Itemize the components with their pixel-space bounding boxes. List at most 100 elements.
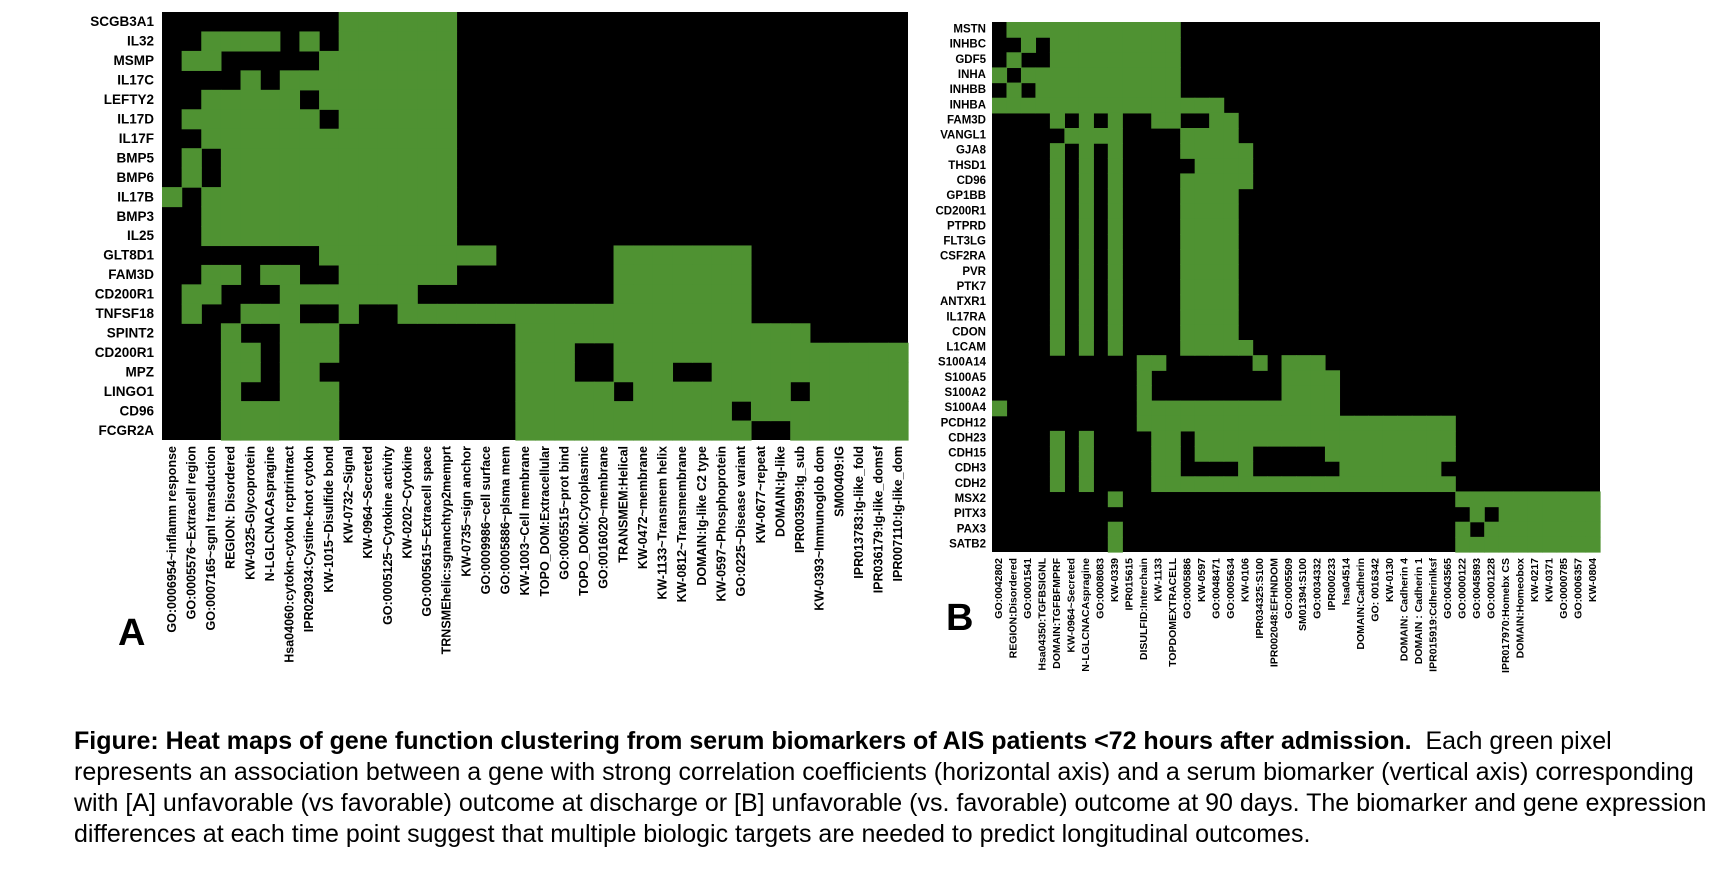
heatmap-cell	[1107, 112, 1123, 129]
x-axis-label: GO: 0016342	[1370, 558, 1382, 622]
heatmap-cell	[1397, 430, 1413, 447]
x-axis-label: GO:0048471	[1210, 558, 1222, 619]
heatmap-cell	[1165, 446, 1181, 462]
heatmap-cell	[613, 303, 634, 324]
heatmap-cell	[790, 342, 811, 363]
heatmap-cell	[1180, 476, 1196, 493]
x-axis-label: REGION:Disordered	[1008, 558, 1020, 658]
heatmap-cell	[436, 187, 458, 208]
heatmap-cell	[1151, 97, 1167, 114]
heatmap-cell	[790, 323, 811, 344]
heatmap-cell	[1556, 536, 1572, 553]
heatmap-cell	[1353, 446, 1369, 462]
heatmap-cell	[692, 420, 713, 441]
heatmap-cell	[692, 401, 713, 422]
heatmap-cell	[220, 206, 242, 227]
x-axis-label: IPR036179:Ig-like_domsf	[872, 445, 886, 593]
heatmap-cell	[338, 284, 359, 305]
heatmap-cell	[436, 245, 458, 266]
heatmap-cell	[1078, 37, 1094, 53]
heatmap-cell	[456, 303, 477, 324]
heatmap-cell	[1267, 415, 1283, 432]
heatmap-cell	[1064, 52, 1080, 69]
heatmap-cell	[1078, 128, 1094, 144]
x-axis-label: GO:0000122	[1456, 558, 1468, 619]
heatmap-cell	[593, 420, 615, 441]
heatmap-cell	[1223, 173, 1239, 190]
heatmap-cell	[1194, 309, 1210, 326]
heatmap-cell	[593, 323, 615, 344]
heatmap-cell	[750, 362, 772, 383]
heatmap-cell	[731, 362, 752, 383]
heatmap-cell	[279, 187, 301, 208]
y-axis-label: CD96	[957, 175, 986, 187]
heatmap-cell	[436, 264, 458, 285]
x-axis-label: TOPO_DOM:Extracellular	[538, 446, 552, 597]
x-axis-label: SM00409:IG	[832, 446, 846, 517]
heatmap-cell	[1180, 218, 1196, 235]
caption-body: Each green pixel represents an associati…	[74, 727, 1707, 848]
heatmap-cell	[1209, 340, 1225, 356]
heatmap-cell	[1223, 324, 1239, 341]
heatmap-cell	[515, 420, 536, 441]
x-axis-label: GO:0006954~inflamm response	[165, 446, 179, 633]
heatmap-cell	[1049, 82, 1065, 99]
x-axis-label: KW-0202~Cytokine	[400, 446, 414, 559]
heatmap-cell	[1339, 461, 1355, 477]
heatmap-cell	[319, 89, 340, 110]
x-axis-label: IPR007110:Ig-like_dom	[891, 446, 905, 581]
heatmap-cell	[1107, 128, 1123, 144]
y-axis-label: GLT8D1	[103, 248, 154, 263]
x-axis-label: KW-0472~membrane	[636, 446, 650, 569]
heatmap-cell	[417, 264, 438, 285]
heatmap-cell	[299, 187, 320, 208]
heatmap-cell	[1209, 158, 1225, 175]
heatmap-cell	[652, 303, 674, 324]
heatmap-cell	[1571, 491, 1587, 508]
heatmap-cell	[515, 362, 536, 383]
heatmap-cell	[338, 109, 359, 130]
y-axis-label: S100A5	[944, 372, 986, 384]
heatmap-cell	[1209, 324, 1225, 341]
heatmap-cell	[279, 323, 301, 344]
heatmap-cell	[1513, 506, 1529, 523]
y-axis-label: CD200R1	[95, 287, 155, 302]
heatmap-cell	[220, 109, 242, 130]
heatmap-cell	[417, 148, 438, 169]
heatmap-cell	[1049, 97, 1065, 114]
heatmap-cell	[1209, 128, 1225, 144]
heatmap-cell	[417, 70, 438, 91]
heatmap-cell	[1107, 143, 1123, 159]
heatmap-cell	[1122, 52, 1138, 69]
heatmap-cell	[299, 148, 320, 169]
x-axis-label: IPR002048:EFHNDOM	[1268, 558, 1280, 667]
heatmap-cell	[1064, 128, 1080, 144]
heatmap-cell	[1064, 97, 1080, 114]
heatmap-cell	[1107, 188, 1123, 205]
heatmap-cell	[731, 284, 752, 305]
heatmap-cell	[1542, 506, 1558, 523]
heatmap-cell	[436, 303, 458, 324]
heatmap-cell	[1194, 446, 1210, 462]
heatmap-cell	[888, 381, 909, 402]
heatmap-cell	[377, 187, 399, 208]
x-axis-label: GO:0001541	[1022, 558, 1034, 619]
heatmap-cell	[338, 70, 359, 91]
heatmap-cell	[1151, 430, 1167, 447]
heatmap-cell	[1078, 340, 1094, 356]
heatmap-cell	[1107, 249, 1123, 265]
heatmap-cell	[652, 420, 674, 441]
heatmap-cell	[260, 89, 281, 110]
heatmap-cell	[633, 342, 654, 363]
heatmap-cell	[1281, 385, 1297, 402]
heatmap-cell	[1281, 355, 1297, 371]
heatmap-cell	[319, 245, 340, 266]
heatmap-cell	[1252, 355, 1268, 371]
heatmap-cell	[181, 167, 202, 188]
heatmap-cell	[1064, 82, 1080, 99]
heatmap-cell	[1252, 476, 1268, 493]
heatmap-cell	[1093, 82, 1109, 99]
heatmap-cell	[1194, 158, 1210, 175]
heatmap-cell	[338, 187, 359, 208]
heatmap-cell	[1368, 476, 1384, 493]
